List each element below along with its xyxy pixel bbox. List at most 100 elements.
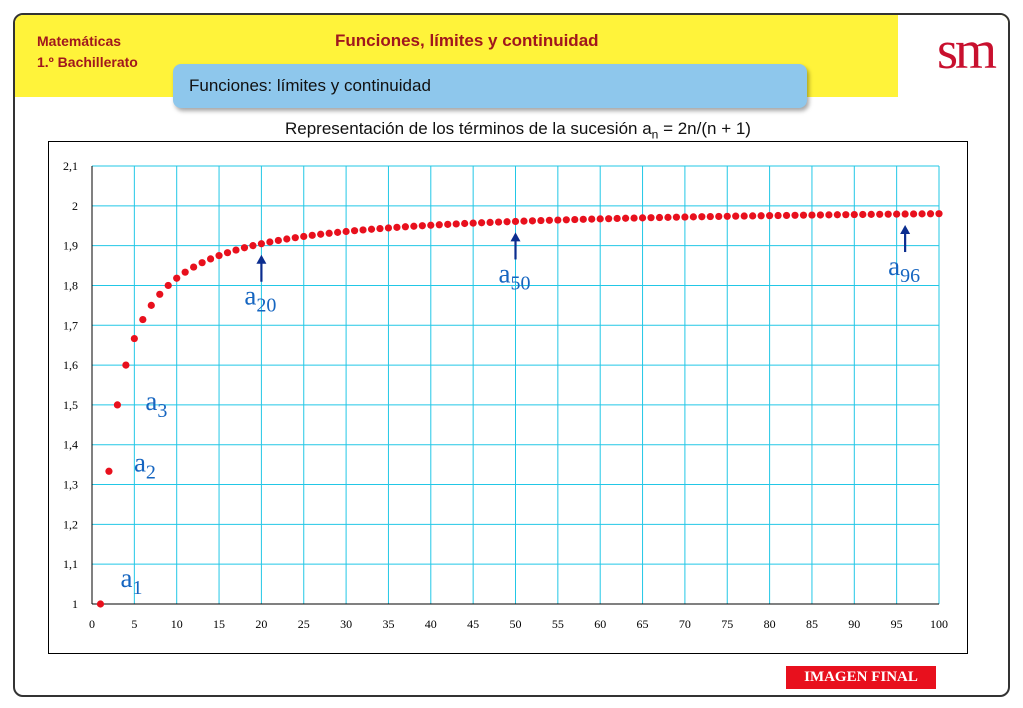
data-point (503, 218, 511, 226)
data-point (435, 221, 443, 229)
data-point (579, 215, 587, 223)
data-point (181, 268, 189, 276)
data-point (825, 211, 833, 219)
data-point (647, 214, 655, 222)
data-point (401, 223, 409, 231)
data-point (122, 361, 130, 369)
data-point (630, 214, 638, 222)
section-tab-label: Funciones: límites y continuidad (189, 76, 431, 95)
data-point (562, 216, 570, 224)
data-point (215, 251, 223, 260)
data-point (308, 231, 316, 239)
y-tick-label: 1,3 (63, 478, 78, 492)
annotation-arrow-head (900, 225, 911, 235)
data-point (740, 212, 748, 220)
data-point (173, 274, 181, 282)
data-point (240, 244, 249, 252)
data-point (850, 210, 858, 219)
data-point (393, 223, 401, 231)
data-point (96, 600, 105, 608)
data-point (833, 211, 841, 219)
data-point (791, 211, 799, 219)
data-point (232, 246, 240, 254)
data-point (452, 220, 460, 228)
subject-name: Matemáticas (37, 33, 122, 49)
y-tick-label: 1,2 (63, 517, 78, 531)
chart-title-prefix: Representación de los términos de la suc… (285, 119, 652, 138)
data-point (545, 216, 553, 224)
term-label: a1 (120, 563, 142, 599)
data-point (384, 224, 393, 232)
data-point (376, 224, 384, 233)
y-tick-label: 2 (72, 199, 78, 213)
data-point (249, 242, 257, 250)
data-point (655, 213, 664, 222)
data-point (291, 234, 299, 242)
data-point (935, 210, 943, 218)
y-tick-label: 1,1 (63, 557, 78, 571)
x-tick-label: 5 (131, 617, 137, 631)
data-point (367, 225, 376, 233)
data-point (664, 213, 672, 221)
data-point (147, 301, 155, 309)
term-label-base: a (134, 447, 146, 477)
data-point (350, 227, 359, 235)
logo-area: sm (898, 15, 1008, 97)
x-tick-label: 55 (552, 617, 564, 631)
term-label: a2 (134, 447, 156, 483)
y-tick-label: 1,6 (63, 358, 78, 372)
data-point (622, 214, 630, 222)
x-tick-label: 20 (255, 617, 267, 631)
course-name: 1.º Bachillerato (37, 54, 138, 70)
data-point (774, 211, 782, 220)
data-point (706, 212, 714, 221)
chart-title: Representación de los términos de la suc… (285, 119, 751, 141)
data-point (816, 211, 825, 219)
x-tick-label: 60 (594, 617, 606, 631)
data-point (672, 213, 681, 221)
term-label-base: a (888, 251, 900, 281)
data-point (105, 467, 113, 475)
chart-title-suffix: = 2n/(n + 1) (658, 119, 751, 138)
data-point (427, 221, 435, 229)
x-tick-label: 75 (721, 617, 733, 631)
data-point (766, 212, 774, 220)
data-point (461, 219, 469, 228)
data-point (469, 219, 477, 227)
term-label: a20 (244, 281, 276, 317)
annotation-arrow-head (256, 254, 267, 264)
y-tick-label: 1,9 (63, 239, 78, 253)
data-point (359, 226, 367, 234)
x-tick-label: 25 (298, 617, 310, 631)
data-point (799, 211, 808, 219)
x-tick-label: 40 (425, 617, 437, 631)
x-tick-label: 70 (679, 617, 691, 631)
data-point (867, 210, 875, 218)
y-tick-label: 1,4 (63, 438, 78, 452)
x-tick-label: 45 (467, 617, 479, 631)
x-tick-label: 85 (806, 617, 818, 631)
term-label: a3 (145, 386, 167, 422)
data-point (884, 210, 892, 218)
x-tick-label: 35 (382, 617, 394, 631)
term-label-sub: 3 (157, 400, 167, 422)
data-point (723, 212, 731, 220)
data-point (444, 220, 452, 228)
data-point (113, 401, 122, 409)
data-point (689, 213, 697, 221)
data-point (782, 211, 791, 220)
x-tick-label: 95 (891, 617, 903, 631)
data-point (528, 217, 537, 225)
section-tab: Funciones: límites y continuidad (173, 64, 807, 108)
term-label-base: a (499, 258, 511, 288)
y-tick-label: 1,7 (63, 318, 78, 332)
data-point (334, 228, 342, 236)
data-point (842, 211, 850, 219)
page-title: Funciones, límites y continuidad (335, 31, 599, 50)
data-point (901, 210, 909, 218)
term-label-sub: 1 (132, 577, 142, 599)
x-tick-label: 65 (637, 617, 649, 631)
data-point (571, 215, 579, 224)
data-point (300, 232, 308, 241)
x-tick-label: 10 (171, 617, 183, 631)
